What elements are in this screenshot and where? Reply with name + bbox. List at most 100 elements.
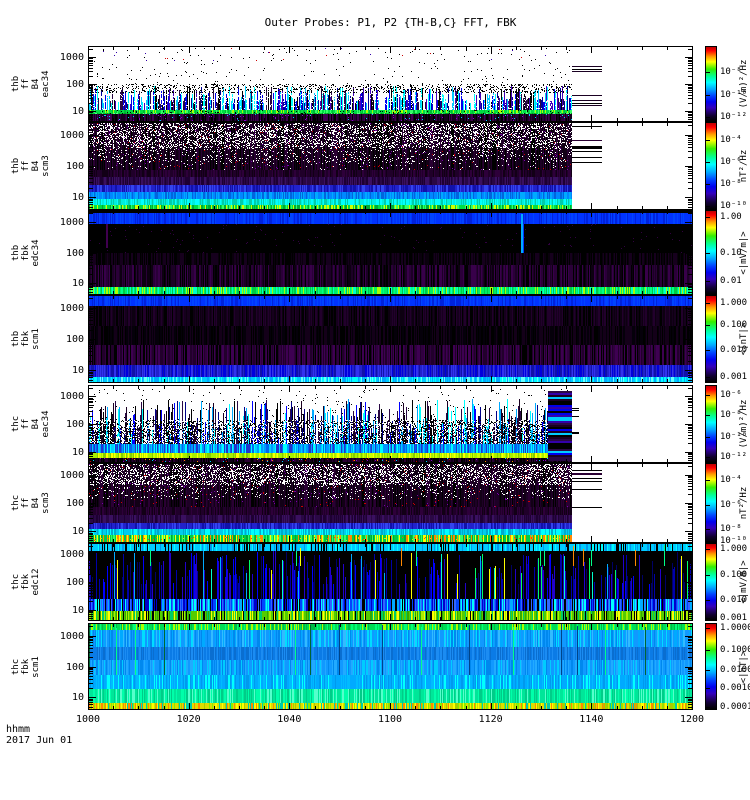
colorbar-tickmark — [706, 205, 710, 207]
colorbar-tickmark — [706, 139, 710, 141]
freq-tick-label: 10 — [71, 692, 84, 704]
panel-label-thc-fbk-edc12-line2: edc12 — [31, 568, 41, 596]
colorbar-tickmark — [706, 395, 710, 397]
plot-title: Outer Probes: P1, P2 {TH-B,C} FFT, FBK — [264, 16, 517, 29]
spectrogram-canvas-thb-ff-b4-eac34 — [88, 46, 693, 122]
panel-label-thb-ff-b4-scm3-line2: B4 — [31, 160, 41, 172]
freq-tick-label: 1000 — [59, 217, 84, 229]
colorbar-thc-ff-b4-scm3 — [705, 463, 717, 543]
colorbar-tick-label: 10⁻¹⁰ — [720, 536, 748, 547]
panel-label-thc-fbk-edc12-line0: thc — [11, 573, 21, 591]
panel-label-thb-ff-b4-scm3-line1: ff — [21, 160, 31, 172]
colorbar-tick-label: 1.000 — [720, 297, 748, 308]
time-axis-corner: hhmm 2017 Jun 01 — [6, 724, 72, 746]
freq-tick-label: 100 — [65, 419, 84, 430]
colorbar-tick-label: 10⁻⁶ — [720, 499, 742, 510]
colorbar-unit-label: <|mV/m|> — [739, 560, 749, 604]
freq-tick-label: 1000 — [59, 469, 84, 481]
panel-label-thb-fbk-scm1-line1: fbk — [21, 330, 31, 348]
colorbar-unit-label: (V/m)²/Hz — [739, 59, 749, 109]
colorbar-unit-label: <|nT|> — [739, 322, 749, 356]
colorbar-thc-fbk-scm1 — [705, 623, 717, 710]
colorbar-tick-label: 0.01 — [720, 276, 742, 287]
panel-label-thb-fbk-edc34-line0: thb — [11, 244, 21, 261]
x-tick-label: 1200 — [679, 714, 705, 725]
panel-label-thc-fbk-scm1-line2: scm1 — [31, 655, 41, 678]
x-tick-label: 1040 — [277, 714, 302, 725]
freq-tick-label: 1000 — [59, 549, 84, 561]
colorbar-thc-fbk-edc12 — [705, 543, 717, 621]
colorbar-tickmark — [706, 707, 710, 709]
freq-tick-label: 10 — [71, 446, 84, 458]
colorbar-tick-label: 0.010 — [720, 344, 748, 355]
colorbar-tick-label: 0.0010 — [720, 683, 750, 694]
colorbar-tickmark — [706, 116, 710, 118]
colorbar-tick-label: 10⁻¹⁰ — [720, 432, 748, 443]
x-axis-units-label: hhmm — [6, 724, 31, 735]
panel-label-thb-fbk-edc34-line2: edc34 — [31, 238, 41, 267]
colorbar-tick-label: 10⁻⁶ — [720, 390, 742, 401]
spectrogram-canvas-thb-ff-b4-scm3 — [88, 122, 693, 210]
freq-tick-label: 100 — [65, 334, 84, 345]
spectrogram-canvas-thb-fbk-scm1 — [88, 295, 693, 383]
freq-tick-label: 100 — [65, 161, 84, 172]
freq-tick-label: 100 — [65, 247, 84, 259]
colorbar-tick-label: 0.001 — [720, 371, 748, 382]
colorbar-tick-label: 10⁻¹⁰ — [720, 200, 748, 211]
panel-label-thb-fbk-edc34-line1: fbk — [21, 244, 31, 261]
colorbar-tickmark — [706, 617, 710, 619]
colorbar-tickmark — [706, 414, 710, 416]
colorbar-tick-label: 10⁻⁸ — [720, 66, 742, 77]
colorbar-tickmark — [706, 183, 710, 185]
colorbar-tickmark — [706, 504, 710, 506]
spectrogram-canvas-thc-ff-b4-eac34 — [88, 385, 693, 463]
colorbar-tick-label: 10⁻¹⁰ — [720, 89, 748, 100]
freq-tick-label: 10 — [71, 105, 84, 117]
colorbar-unit-label: <|mV/m|> — [739, 230, 749, 275]
colorbar-thb-fbk-scm1 — [705, 295, 717, 383]
colorbar-tickmark — [706, 281, 710, 283]
colorbar-thc-ff-b4-eac34 — [705, 385, 717, 463]
x-axis-date-label: 2017 Jun 01 — [6, 735, 73, 746]
panel-label-thc-fbk-scm1-line0: thc — [11, 658, 21, 675]
panel-label-thc-ff-b4-eac34-line1: ff — [21, 418, 31, 430]
colorbar-tick-label: 0.100 — [720, 319, 748, 330]
freq-tick-label: 10 — [71, 526, 84, 538]
colorbar-tickmark — [706, 252, 710, 254]
colorbar-tickmark — [706, 574, 710, 576]
freq-tick-label: 100 — [65, 661, 84, 673]
freq-tick-label: 100 — [65, 498, 84, 509]
freq-tick-label: 1000 — [59, 52, 84, 64]
colorbar-tick-label: 10⁻⁶ — [720, 156, 742, 167]
spectrogram-canvas-thc-fbk-edc12 — [88, 543, 693, 621]
freq-tick-label: 1000 — [59, 391, 84, 403]
x-tick-label: 1120 — [478, 714, 503, 725]
colorbar-tickmark — [706, 549, 710, 551]
panel-label-thc-fbk-edc12-line1: fbk — [21, 573, 31, 591]
colorbar-tick-label: 0.010 — [720, 594, 748, 605]
colorbar-tickmark — [706, 456, 710, 458]
freq-tick-label: 10 — [71, 192, 84, 204]
colorbar-tickmark — [706, 94, 710, 96]
freq-tick-label: 1000 — [59, 302, 84, 314]
freq-tick-label: 100 — [65, 79, 84, 90]
colorbar-tickmark — [706, 688, 710, 690]
freq-tick-label: 10 — [71, 277, 84, 289]
colorbar-tick-label: 0.10 — [720, 247, 742, 258]
colorbar-tickmark — [706, 599, 710, 601]
colorbar-tick-label: 10⁻¹² — [720, 111, 748, 122]
colorbar-tickmark — [706, 479, 710, 481]
colorbar-tickmark — [706, 437, 710, 439]
colorbar-thb-fbk-edc34 — [705, 210, 717, 295]
freq-tick-label: 10 — [71, 604, 84, 616]
colorbar-tickmark — [706, 349, 710, 351]
colorbar-thb-ff-b4-eac34 — [705, 46, 717, 122]
colorbar-tick-label: 10⁻⁸ — [720, 409, 742, 420]
colorbar-tickmark — [706, 528, 710, 530]
x-tick-label: 1020 — [176, 714, 201, 725]
colorbar-tick-label: 0.100 — [720, 569, 748, 580]
colorbar-tickmark — [706, 161, 710, 163]
panel-label-thc-ff-b4-scm3-line2: B4 — [31, 497, 41, 509]
colorbar-unit-label: nT²/Hz — [739, 486, 749, 520]
